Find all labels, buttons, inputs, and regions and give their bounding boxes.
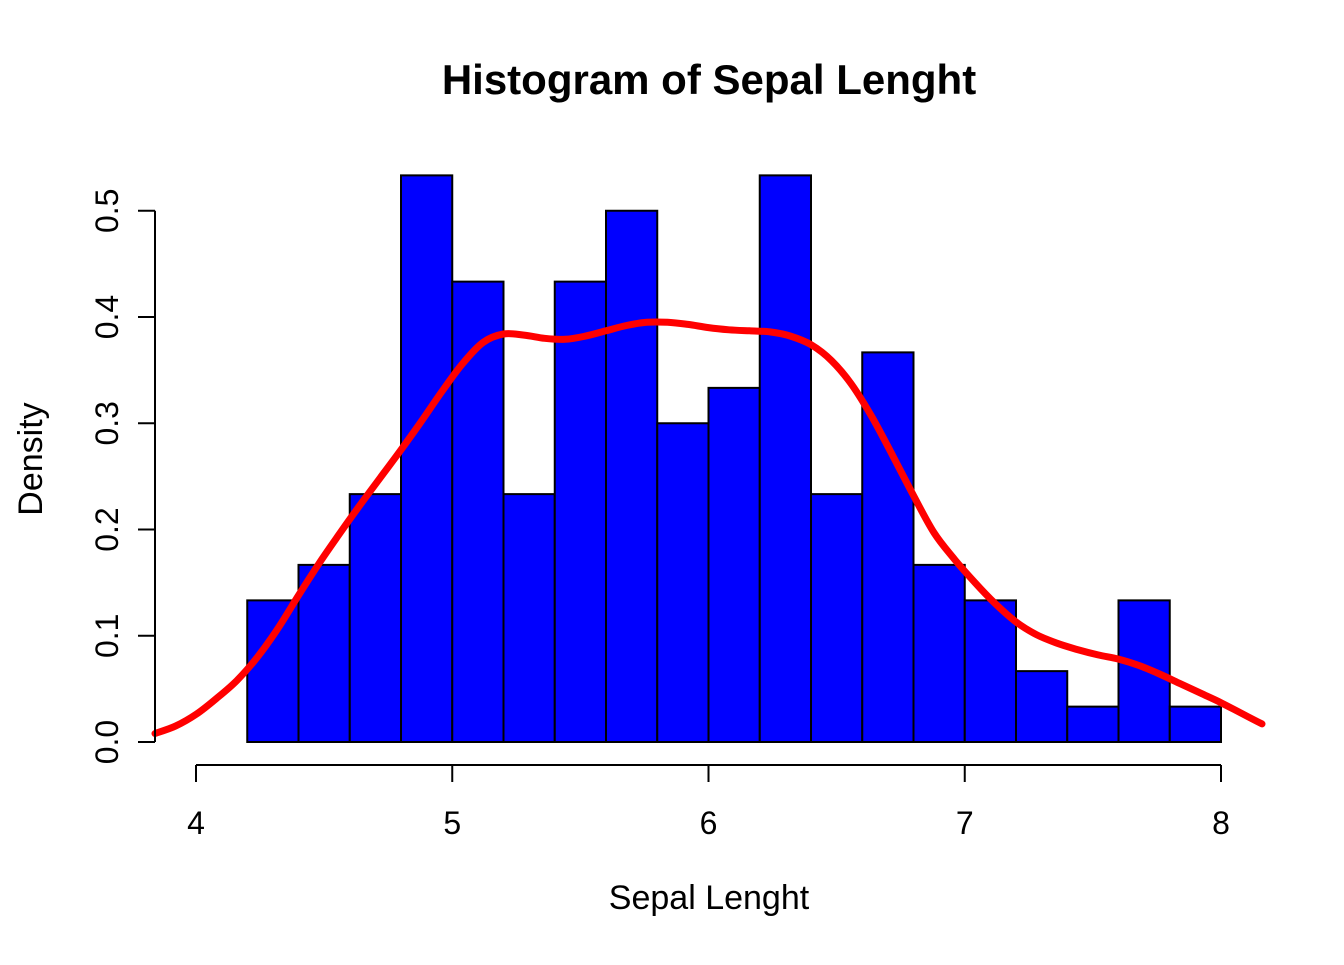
histogram-bar — [297, 563, 351, 743]
histogram-bar — [348, 493, 402, 743]
y-tick-label: 0.2 — [89, 507, 125, 551]
histogram-bar — [963, 599, 1017, 743]
histogram-bar — [810, 493, 864, 743]
density-curve — [151, 318, 1266, 737]
x-tick-label: 8 — [1212, 805, 1230, 841]
y-tick-label: 0.1 — [89, 614, 125, 658]
histogram-bar — [451, 280, 505, 743]
y-axis-label: Density — [12, 402, 50, 515]
histogram-bar — [707, 386, 761, 743]
x-axis-label: Sepal Lenght — [609, 879, 810, 917]
histogram-bar — [502, 493, 556, 743]
y-tick-label: 0.0 — [89, 720, 125, 764]
x-tick-label: 6 — [700, 805, 718, 841]
histogram-bar — [400, 174, 454, 743]
y-tick-label: 0.4 — [89, 295, 125, 339]
x-tick-label: 7 — [956, 805, 974, 841]
chart-title: Histogram of Sepal Lenght — [442, 56, 976, 103]
y-tick-label: 0.5 — [89, 189, 125, 233]
histogram-bar — [912, 563, 966, 743]
histogram-bar — [246, 599, 300, 743]
histogram-bar — [553, 280, 607, 743]
y-tick-label: 0.3 — [89, 401, 125, 445]
y-axis: 0.0 0.1 0.2 0.3 0.4 0.5 — [89, 189, 156, 764]
histogram-bar — [1015, 670, 1069, 744]
x-tick-label: 5 — [443, 805, 461, 841]
histogram-bar — [758, 174, 812, 743]
histogram-bar — [656, 422, 710, 743]
histogram-bar — [1168, 705, 1222, 743]
x-tick-label: 4 — [187, 805, 205, 841]
x-axis: 4 5 6 7 8 — [187, 764, 1230, 841]
histogram-bar — [1066, 705, 1120, 743]
histogram-bars — [246, 174, 1222, 744]
histogram-bar — [605, 209, 659, 743]
